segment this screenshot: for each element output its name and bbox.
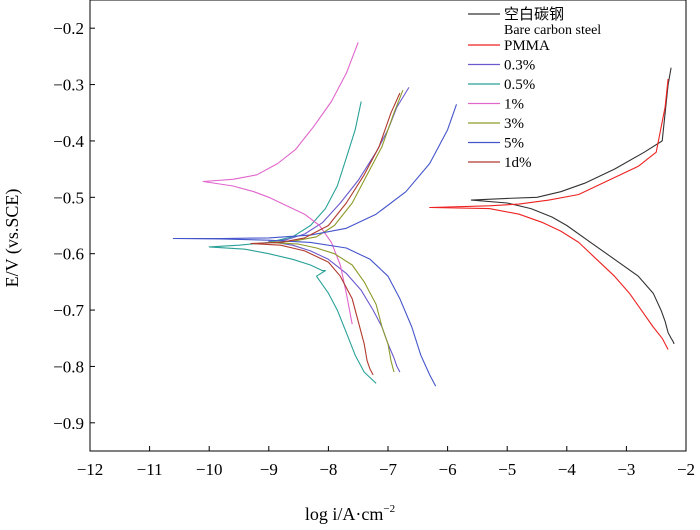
x-tick-label: −9 — [260, 460, 278, 479]
y-tick-label: −0.7 — [53, 301, 84, 320]
x-tick-label: −5 — [498, 460, 516, 479]
legend-label-6: 5% — [504, 136, 524, 152]
series-line-5 — [268, 89, 404, 373]
y-tick-label: −0.6 — [53, 245, 84, 264]
legend-sublabel-0: Bare carbon steel — [504, 23, 601, 38]
y-tick-label: −0.4 — [53, 132, 84, 151]
x-tick-label: −8 — [319, 460, 337, 479]
legend-label-3: 0.5% — [504, 77, 535, 93]
y-axis-label: E/V (vs.SCE) — [2, 189, 23, 288]
x-tick-label: −4 — [558, 460, 577, 479]
x-tick-label: −7 — [379, 460, 398, 479]
x-tick-label: −11 — [137, 460, 163, 479]
series-line-6 — [172, 104, 458, 387]
y-tick-label: −0.5 — [53, 188, 84, 207]
plot-area — [89, 0, 687, 452]
legend-label-5: 3% — [504, 116, 524, 132]
y-axis-ticks: −0.2 −0.3 −0.4 −0.5 −0.6 −0.7 −0.8 −0.9 — [53, 19, 95, 433]
legend-label-2: 0.3% — [504, 58, 535, 74]
y-tick-label: −0.9 — [53, 414, 84, 433]
x-axis-label-text: log i/A·cm — [305, 504, 384, 524]
legend-label-0: 空白碳钢 — [504, 6, 564, 23]
x-axis-ticks: −12 −11 −10 −9 −8 −7 −6 −5 −4 −3 −2 — [77, 446, 695, 479]
series-line-3 — [208, 101, 377, 384]
x-axis-label: log i/A·cm−2 — [305, 503, 395, 524]
series-layer — [172, 42, 675, 387]
y-tick-label: −0.3 — [53, 76, 84, 95]
series-line-0 — [470, 67, 675, 345]
x-tick-label: −10 — [196, 460, 223, 479]
y-tick-label: −0.8 — [53, 357, 84, 376]
x-tick-label: −6 — [439, 460, 457, 479]
legend-label-7: 1d% — [504, 155, 532, 171]
legend-label-4: 1% — [504, 97, 524, 113]
x-axis-label-sup: −2 — [383, 503, 395, 515]
legend-label-1: PMMA — [504, 38, 550, 54]
x-tick-label: −2 — [677, 460, 695, 479]
x-tick-label: −12 — [77, 460, 104, 479]
series-line-1 — [429, 78, 669, 350]
y-tick-label: −0.2 — [53, 19, 84, 38]
series-line-4 — [202, 42, 359, 325]
x-tick-label: −3 — [617, 460, 635, 479]
series-line-7 — [250, 92, 401, 376]
